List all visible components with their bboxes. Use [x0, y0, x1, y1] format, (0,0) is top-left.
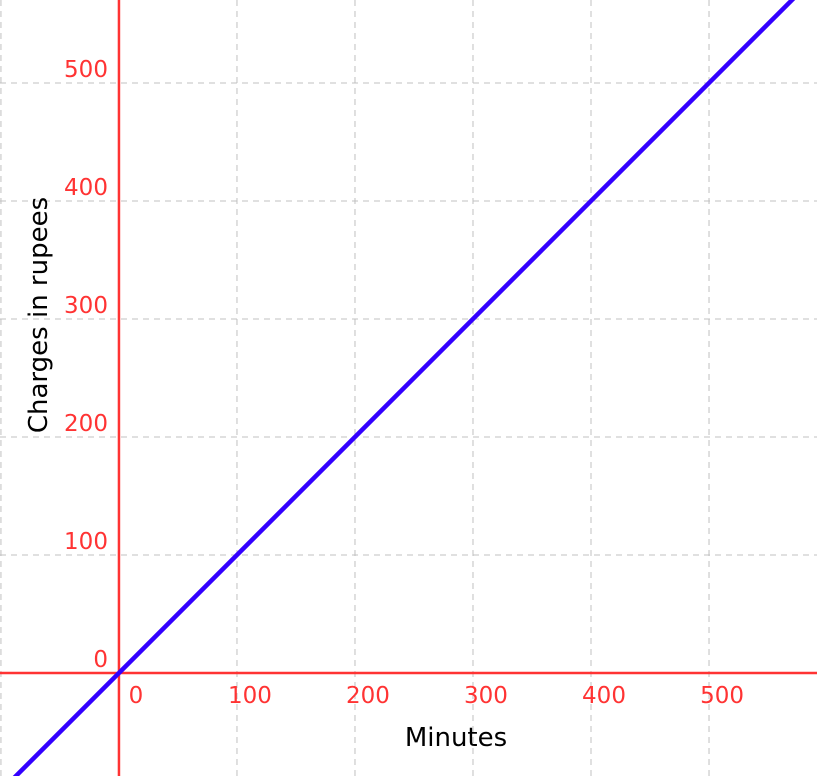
y-tick-label: 500 — [64, 57, 108, 83]
x-tick-label: 300 — [464, 683, 508, 709]
y-tick-label: 200 — [64, 411, 108, 437]
y-tick-label: 400 — [64, 175, 108, 201]
x-axis-label: Minutes — [405, 723, 507, 753]
y-axis-label: Charges in rupees — [24, 197, 54, 433]
y-tick-label: 100 — [64, 529, 108, 555]
y-tick-label: 300 — [64, 293, 108, 319]
y-tick-label: 0 — [93, 647, 108, 673]
tick-labels: 0 100 200 300 400 500 0 100 200 300 400 500 — [64, 57, 744, 709]
x-tick-label: 0 — [129, 683, 144, 709]
x-tick-label: 200 — [346, 683, 390, 709]
x-tick-label: 100 — [228, 683, 272, 709]
x-tick-label: 500 — [700, 683, 744, 709]
x-tick-label: 400 — [582, 683, 626, 709]
